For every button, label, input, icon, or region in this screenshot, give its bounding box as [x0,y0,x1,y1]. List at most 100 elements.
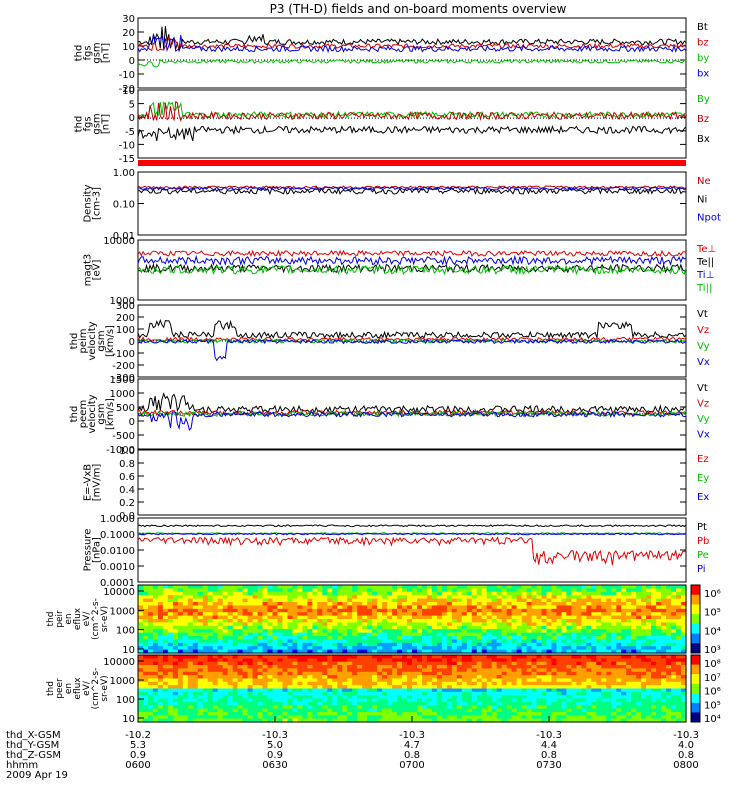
spectrogram-cell [417,685,423,690]
spectrogram-cell [282,622,289,627]
spectrogram-cell [187,685,194,690]
spectrogram-cell [257,649,264,654]
spectrogram-cell [187,585,194,589]
spectrogram-cell [177,671,184,676]
spectrogram-cell [347,591,353,596]
spectrogram-cell [242,632,249,637]
spectrogram-cell [576,655,582,659]
spectrogram-cell [611,646,617,651]
spectrogram-cell [441,671,448,676]
spectrogram-cell [237,685,244,690]
spectrogram-cell [681,661,687,666]
spectrogram-cell [143,625,149,630]
spectrogram-cell [332,678,338,683]
spectrogram-cell [222,718,229,723]
spectrogram-cell [521,708,528,713]
spectrogram-cell [222,646,229,651]
spectrogram-cell [237,612,244,617]
spectrogram-cell [486,675,493,680]
spectrogram-cell [167,598,174,603]
spectrogram-cell [187,605,194,610]
spectrogram-cell [551,685,558,690]
spectrogram-cell [491,632,498,637]
spectrogram-cell [476,595,483,600]
spectrogram-cell [197,705,204,710]
spectrogram-cell [451,665,458,669]
spectrogram-cell [471,591,478,596]
spectrogram-cell [481,691,488,696]
spectrogram-cell [441,712,448,716]
spectrogram-cell [267,605,274,610]
spectrogram-cell [372,632,378,637]
spectrogram-cell [426,675,433,680]
spectrogram-cell [676,715,682,720]
spectrogram-cell [461,608,468,613]
spectrogram-cell [412,701,418,706]
spectrogram-cell [237,671,244,676]
spectrogram-cell [496,622,503,627]
spectrogram-cell [157,681,164,686]
spectrogram-cell [332,668,338,673]
spectrogram-cell [611,612,617,617]
spectrogram-cell [162,619,169,623]
spectrogram-cell [312,591,318,596]
spectrogram-cell [287,608,294,613]
spectrogram-cell [138,622,144,627]
spectrogram-cell [576,619,582,623]
spectrogram-cell [676,585,682,589]
y-tick-label: -200 [112,361,135,372]
spectrogram-cell [332,705,338,710]
spectrogram-cell [402,622,408,627]
spectrogram-cell [187,658,194,663]
colorbar-frame [690,654,701,723]
spectrogram-cell [521,602,528,606]
spectrogram-cell [466,715,473,720]
spectrogram-cell [182,658,189,663]
spectrogram-cell [656,632,662,637]
spectrogram-cell [297,665,303,669]
spectrogram-cell [521,642,528,647]
spectrogram-cell [317,591,323,596]
spectrogram-cell [242,685,249,690]
spectrogram-cell [446,642,453,647]
spectrogram-cell [222,612,229,617]
spectrogram-cell [322,668,328,673]
spectrogram-cell [531,685,538,690]
spectrogram-cell [451,585,458,589]
spectrogram-cell [601,639,607,644]
spectrogram-cell [536,705,543,710]
legend-Vy: Vy [697,341,710,352]
y-axis-label-line: (cm^2-s- [91,598,101,640]
spectrogram-cell [217,661,224,666]
spectrogram-cell [511,605,518,610]
spectrogram-cell [541,646,548,651]
spectrogram-cell [397,665,403,669]
spectrogram-cell [222,655,229,659]
spectrogram-cell [342,695,348,700]
spectrogram-cell [362,718,368,723]
spectrogram-cell [272,615,279,620]
spectrogram-cell [571,625,577,630]
spectrogram-cell [367,671,373,676]
spectrogram-cell [143,629,149,634]
spectrogram-cell [661,639,667,644]
spectrogram-cell [501,675,508,680]
spectrogram-cell [237,661,244,666]
spectrogram-cell [152,588,159,593]
spectrogram-cell [217,615,224,620]
spectrogram-cell [436,619,443,623]
spectrogram-cell [621,691,627,696]
spectrogram-cell [217,622,224,627]
spectrogram-cell [417,588,423,593]
spectrogram-cell [167,585,174,589]
y-tick-label: 1000 [110,296,135,307]
spectrogram-cell [636,602,642,606]
spectrogram-cell [177,688,184,693]
spectrogram-cell [417,612,423,617]
spectrogram-cell [177,649,184,654]
spectrogram-cell [551,615,558,620]
spectrogram-cell [322,615,328,620]
spectrogram-cell [431,646,438,651]
spectrogram-cell [352,685,358,690]
spectrogram-cell [347,605,353,610]
